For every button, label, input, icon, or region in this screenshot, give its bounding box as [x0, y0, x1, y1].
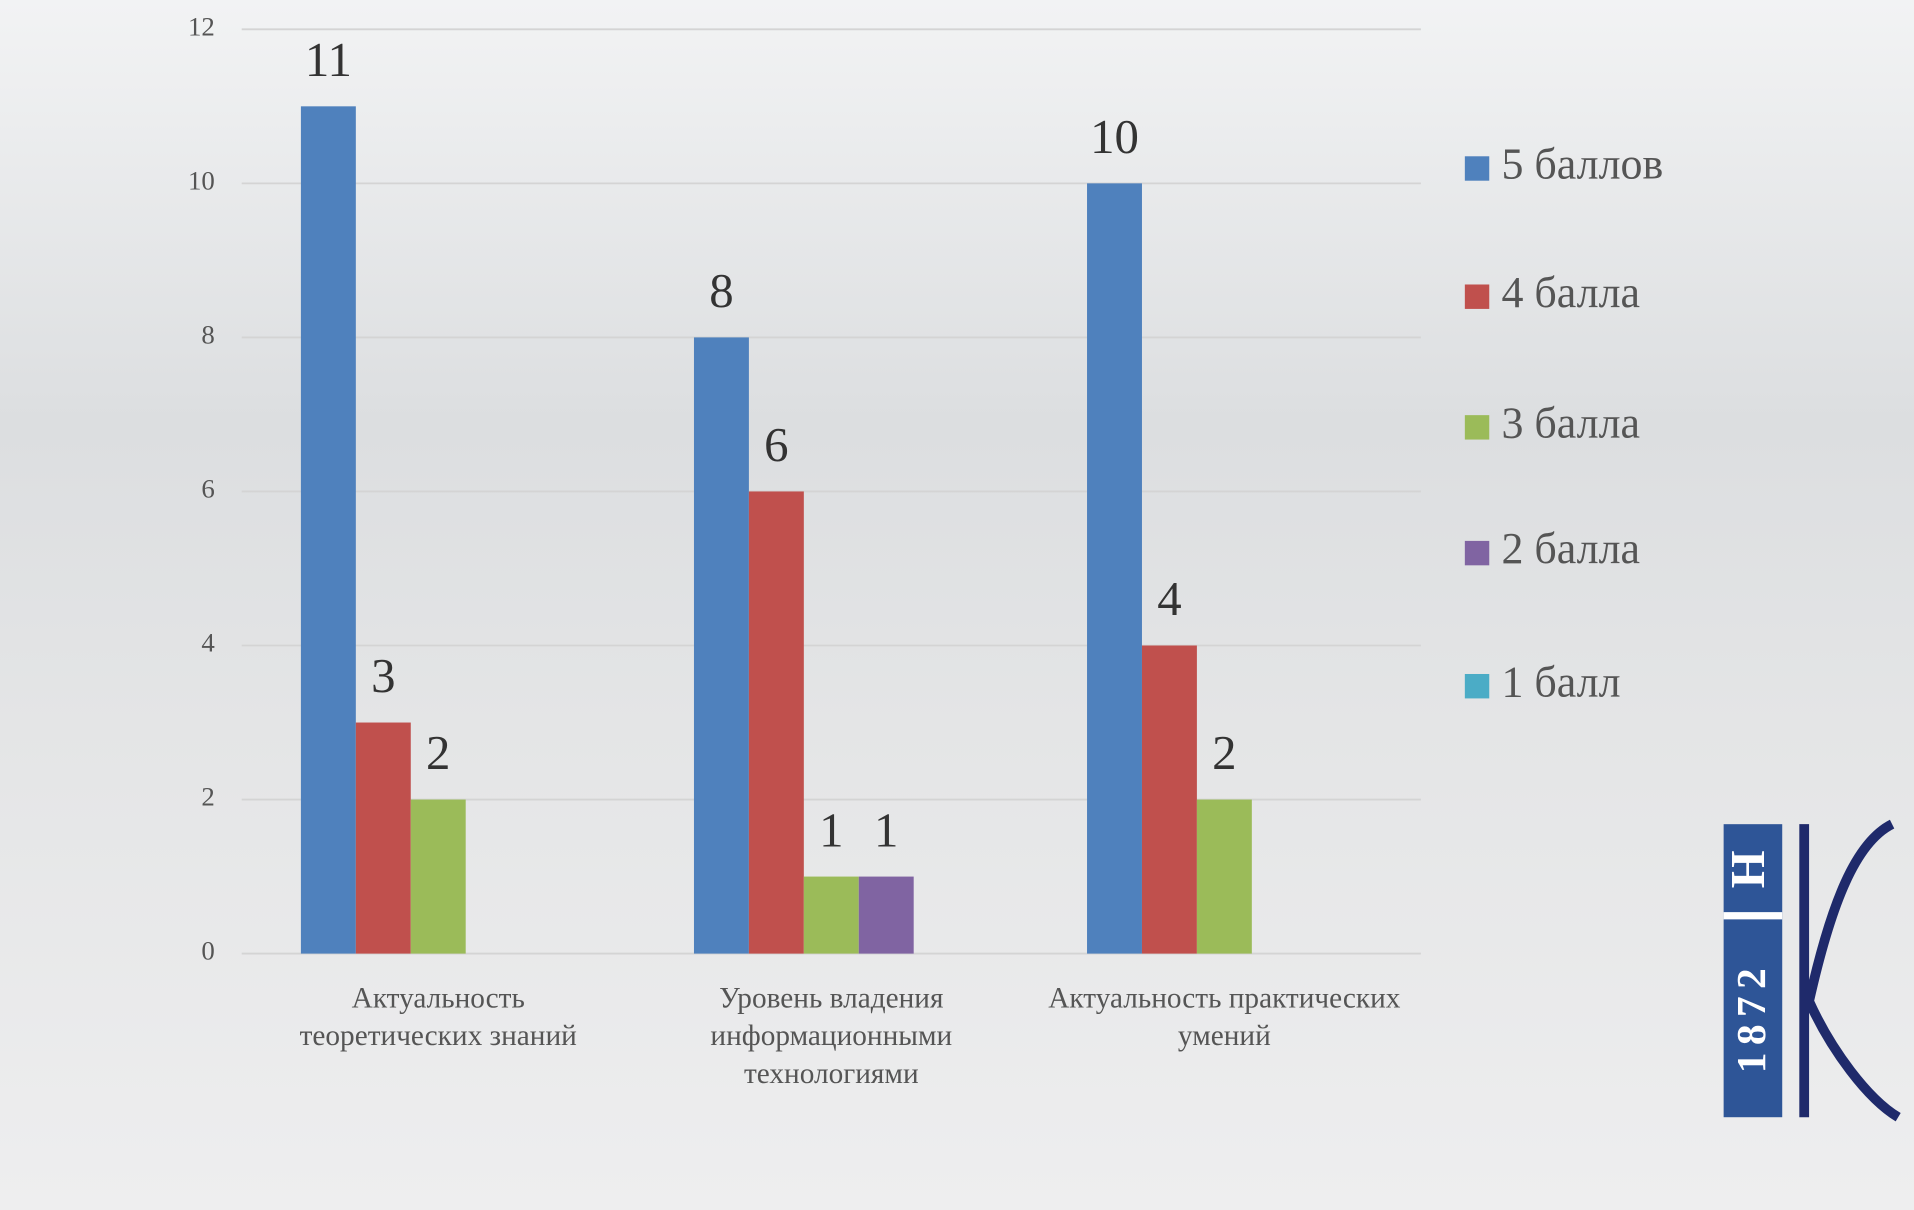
legend-label: 4 балла	[1501, 268, 1640, 317]
bar	[748, 491, 804, 954]
logo-letter: Н	[1720, 850, 1775, 888]
legend-swatch	[1464, 540, 1490, 566]
logo-year: 1872	[1728, 961, 1774, 1073]
legend-label: 5 баллов	[1501, 140, 1663, 189]
logo: Н 1872	[1720, 819, 1901, 1122]
data-label: 4	[1157, 571, 1181, 626]
y-tick-label: 0	[201, 936, 214, 966]
bar	[355, 722, 411, 954]
y-tick-label: 8	[201, 320, 214, 350]
bar	[858, 876, 914, 954]
bar	[1141, 645, 1197, 954]
data-label: 1	[819, 802, 843, 857]
bar	[1087, 183, 1142, 954]
x-tick-label: Актуальность теоретических знаний	[299, 982, 577, 1053]
data-label: 8	[709, 263, 733, 318]
x-tick-label: Уровень владения информационными техноло…	[710, 982, 953, 1091]
y-tick-label: 2	[201, 782, 214, 812]
y-tick-label: 12	[188, 11, 215, 41]
logo-block	[1723, 824, 1783, 1118]
data-label: 2	[426, 725, 450, 780]
y-tick-label: 10	[188, 166, 215, 196]
legend-label: 3 балла	[1501, 398, 1640, 447]
data-label: 10	[1090, 109, 1139, 164]
y-tick-label: 4	[201, 628, 214, 658]
x-tick-label: Актуальность практических умений	[1048, 982, 1401, 1053]
data-label: 3	[371, 648, 395, 703]
y-tick-label: 6	[201, 474, 214, 504]
legend-label: 1 балл	[1501, 657, 1620, 706]
bar	[300, 106, 356, 954]
legend-swatch	[1464, 156, 1490, 181]
bar	[693, 337, 749, 954]
bar	[410, 799, 466, 954]
legend-swatch	[1464, 415, 1490, 440]
legend-swatch	[1464, 284, 1490, 309]
bar	[1196, 799, 1252, 954]
logo-mark	[1799, 819, 1901, 1122]
data-label: 11	[305, 32, 352, 87]
legend-label: 2 балла	[1501, 524, 1640, 573]
data-label: 6	[764, 417, 788, 472]
data-label: 2	[1212, 725, 1236, 780]
bar	[803, 876, 859, 954]
data-label: 1	[874, 802, 898, 857]
legend-swatch	[1464, 673, 1490, 699]
